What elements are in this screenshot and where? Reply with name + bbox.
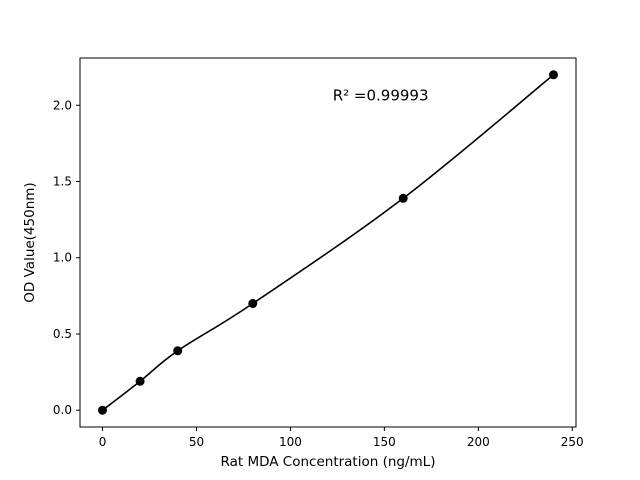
x-tick-label: 100 xyxy=(279,435,302,449)
y-tick-label: 0.5 xyxy=(53,327,72,341)
y-tick-label: 0.0 xyxy=(53,403,72,417)
y-tick-label: 2.0 xyxy=(53,98,72,112)
data-point xyxy=(248,299,258,308)
x-axis-label: Rat MDA Concentration (ng/mL) xyxy=(221,454,436,470)
x-tick-label: 0 xyxy=(99,435,107,449)
x-tick-label: 50 xyxy=(189,435,204,449)
plot-border xyxy=(79,57,577,428)
y-tick-label: 1.5 xyxy=(53,175,72,189)
data-point xyxy=(98,405,107,415)
x-tick-label: 200 xyxy=(467,435,490,449)
x-tick-label: 250 xyxy=(561,435,584,449)
data-point xyxy=(135,376,145,386)
data-point xyxy=(398,193,408,203)
r-squared-annotation: R² =0.99993 xyxy=(333,87,429,105)
y-axis-label: OD Value(450nm) xyxy=(22,182,38,302)
data-point xyxy=(173,346,183,356)
y-tick-label: 1.0 xyxy=(53,251,72,265)
data-point xyxy=(549,70,558,80)
x-tick-label: 150 xyxy=(373,435,396,449)
